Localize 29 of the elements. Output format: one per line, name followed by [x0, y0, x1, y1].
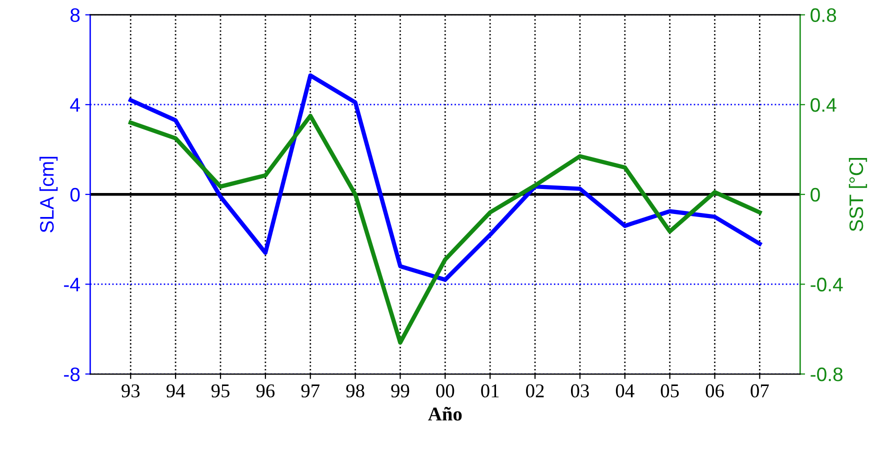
- x-tick-label: 98: [346, 384, 364, 398]
- line-series: [128, 114, 762, 345]
- x-tick-label: 94: [166, 384, 185, 398]
- x-tick-label: 05: [660, 384, 679, 398]
- x-tick-label: 01: [481, 384, 499, 398]
- y2-tick-label: 0.8: [810, 8, 836, 22]
- y-tick-label: -4: [64, 278, 80, 292]
- x-axis-title: Año: [428, 406, 462, 421]
- y-axis-title: SLA [cm]: [40, 156, 58, 232]
- y-tick-label: 0: [70, 188, 80, 202]
- x-tick-label: 07: [750, 384, 769, 398]
- y2-tick-label: -0.4: [810, 278, 843, 292]
- x-tick-label: 97: [301, 384, 320, 398]
- y2-tick-label: -0.8: [810, 367, 843, 382]
- y2-tick-label: 0: [810, 188, 820, 202]
- y2-axis-title: SST [°C]: [848, 158, 868, 232]
- x-tick-label: 03: [570, 384, 589, 398]
- x-tick-label: 96: [256, 384, 275, 398]
- y-tick-label: 8: [70, 8, 80, 22]
- y-tick-label: 4: [70, 98, 80, 112]
- x-tick-label: 04: [616, 384, 634, 398]
- x-tick-label: 99: [391, 384, 410, 398]
- x-tick-label: 02: [526, 384, 544, 398]
- y-tick-label: -8: [64, 367, 80, 382]
- x-tick-label: 00: [436, 384, 454, 398]
- y2-tick-label: 0.4: [810, 98, 836, 112]
- x-tick-label: 95: [211, 384, 230, 398]
- x-tick-label: 93: [122, 384, 140, 398]
- x-tick-label: 06: [706, 384, 724, 398]
